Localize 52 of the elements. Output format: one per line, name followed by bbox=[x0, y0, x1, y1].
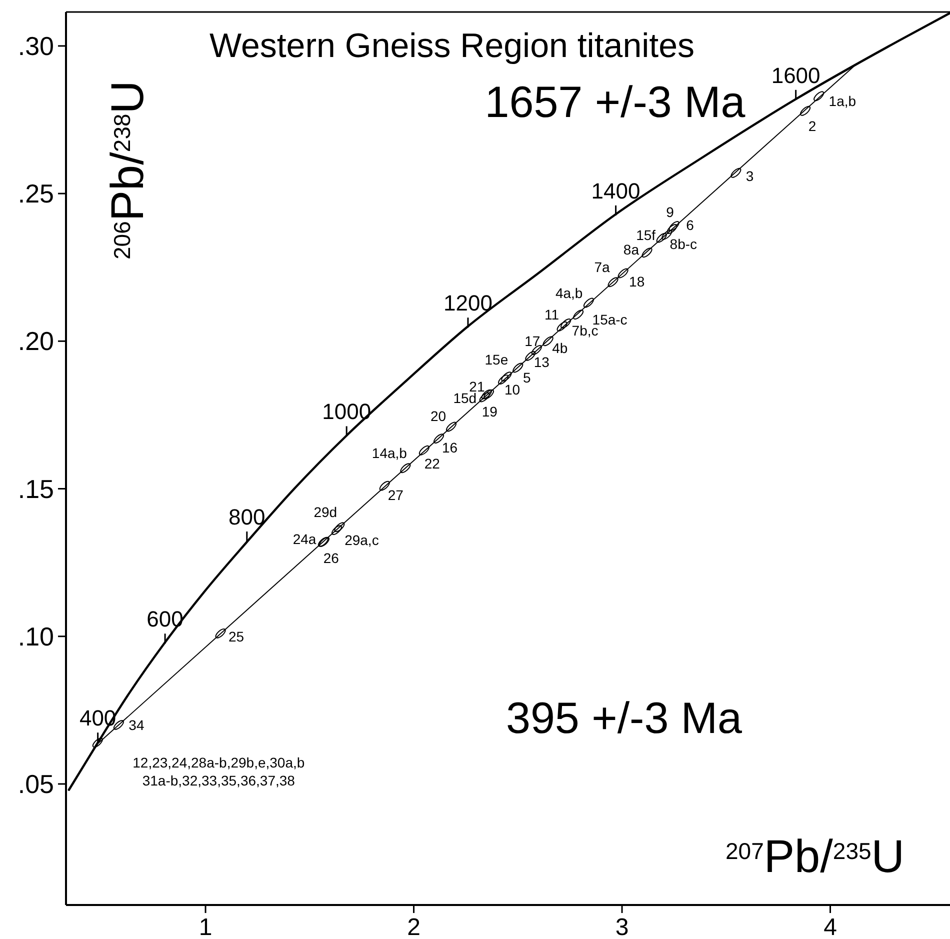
annotation: 11 bbox=[544, 306, 560, 322]
annotation: 14a,b bbox=[372, 445, 408, 462]
annotation: 3 bbox=[746, 168, 754, 184]
annotation: 24a bbox=[292, 530, 316, 547]
annotation: 29a,c bbox=[344, 532, 379, 548]
x-tick-label: 1 bbox=[198, 914, 212, 939]
annotation: 29d bbox=[314, 504, 338, 520]
annotation: 2 bbox=[808, 118, 816, 134]
x-tick-label: 3 bbox=[615, 914, 629, 939]
annotation: 4b bbox=[552, 340, 568, 356]
annotation: 1200 bbox=[444, 290, 492, 316]
annotation: 25 bbox=[228, 628, 244, 644]
annotation: 15e bbox=[484, 352, 508, 368]
annotation: 1a,b bbox=[828, 93, 856, 110]
annotation: 4a,b bbox=[555, 284, 583, 301]
y-tick-label: .25 bbox=[18, 178, 54, 209]
annotation: 9 bbox=[666, 204, 674, 220]
annotation: 600 bbox=[146, 606, 184, 632]
y-tick-label: .15 bbox=[18, 474, 54, 504]
x-axis-title: $^{207}$Pb/$^{235}$U bbox=[725, 830, 905, 882]
annotation: 800 bbox=[228, 504, 266, 530]
annotation: 26 bbox=[323, 550, 340, 566]
annotation: 22 bbox=[424, 455, 440, 472]
y-tick-label: .20 bbox=[18, 326, 54, 356]
annotation: 34 bbox=[128, 716, 144, 733]
annotation: 15f bbox=[636, 226, 656, 243]
annotation: 1657 +/-3 Ma bbox=[484, 78, 746, 127]
annotation: 17 bbox=[524, 332, 540, 349]
annotation: 13 bbox=[534, 354, 550, 370]
annotation: 15a-c bbox=[592, 312, 628, 328]
annotation: 7a bbox=[594, 259, 610, 276]
y-tick-label: .05 bbox=[18, 768, 54, 799]
annotation: 8b-c bbox=[670, 236, 698, 252]
y-tick-label: .30 bbox=[18, 30, 54, 61]
annotation: 18 bbox=[629, 273, 645, 290]
annotation: 1600 bbox=[771, 62, 820, 88]
chart-title: Western Gneiss Region titanites bbox=[209, 27, 695, 65]
annotation: 16 bbox=[442, 440, 458, 456]
annotation: 5 bbox=[522, 370, 531, 386]
x-tick-label: 2 bbox=[407, 914, 420, 939]
annotation: 10 bbox=[504, 382, 520, 398]
annotation: 12,23,24,28a-b,29b,e,30a,b 31a-b,32,33,35,36,37,38 bbox=[132, 754, 305, 789]
annotation: 8a bbox=[623, 242, 640, 258]
annotation: 1400 bbox=[591, 178, 640, 204]
annotation: 395 +/-3 Ma bbox=[506, 694, 743, 743]
annotation: 19 bbox=[482, 403, 498, 420]
annotation: 6 bbox=[686, 217, 694, 234]
y-tick-label: .10 bbox=[18, 621, 54, 652]
annotation: 27 bbox=[388, 486, 404, 503]
x-tick-label: 4 bbox=[824, 914, 837, 939]
annotation: 20 bbox=[430, 408, 446, 424]
annotation: 1000 bbox=[322, 399, 372, 424]
